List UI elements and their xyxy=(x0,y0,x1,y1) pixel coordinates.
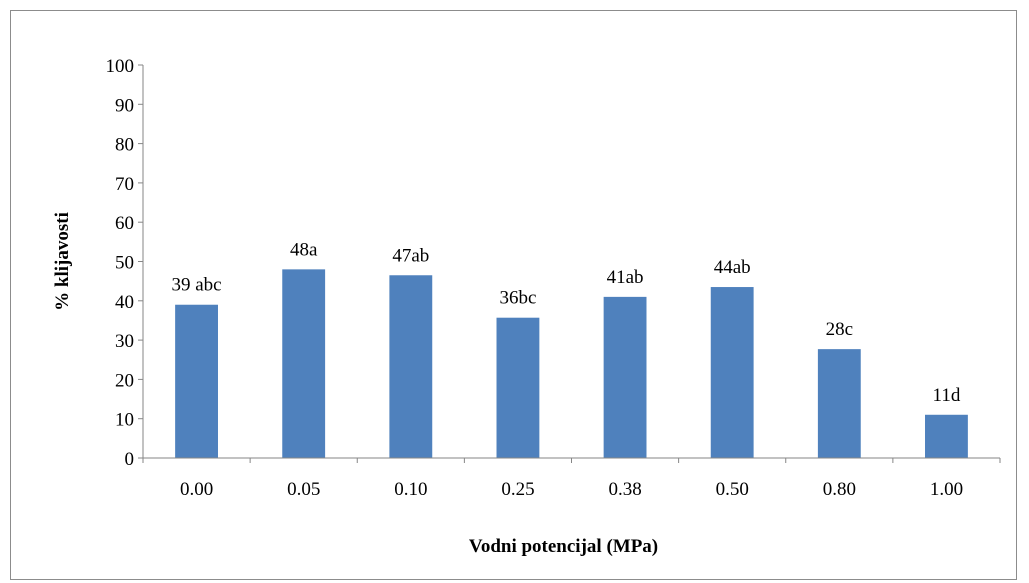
data-label: 39 abc xyxy=(172,275,222,296)
data-label: 47ab xyxy=(392,245,429,266)
data-label: 41ab xyxy=(607,267,644,288)
y-tick-label: 40 xyxy=(115,292,134,313)
x-tick-label: 0.00 xyxy=(180,479,213,500)
bar xyxy=(603,296,647,458)
y-tick-label: 60 xyxy=(115,213,134,234)
bar xyxy=(710,287,754,458)
data-labels: 39 abc 48a 47ab 36bc 41ab 44ab 28c 11d xyxy=(172,239,961,405)
x-axis-ticks: 0.00 0.05 0.10 0.25 0.38 0.50 0.80 1.00 xyxy=(142,458,1001,500)
bars xyxy=(175,269,968,458)
x-tick-label: 0.25 xyxy=(501,479,534,500)
data-label: 48a xyxy=(290,239,318,260)
y-tick-label: 100 xyxy=(106,56,135,77)
y-tick-label: 0 xyxy=(125,449,135,470)
x-tick-label: 0.38 xyxy=(608,479,641,500)
y-tick-label: 10 xyxy=(115,410,134,431)
y-tick-label: 70 xyxy=(115,174,134,195)
data-label: 44ab xyxy=(714,257,751,278)
bar xyxy=(175,304,218,458)
y-axis-ticks: 0 10 20 30 40 50 60 70 80 90 100 xyxy=(106,56,143,470)
x-axis-title: Vodni potencijal (MPa) xyxy=(469,536,658,557)
chart-frame xyxy=(10,10,1017,580)
y-tick-label: 50 xyxy=(115,253,134,274)
bar xyxy=(282,269,326,458)
y-axis-title: % klijavosti xyxy=(52,212,73,311)
data-label: 11d xyxy=(933,385,961,406)
x-tick-label: 0.10 xyxy=(394,479,427,500)
bar xyxy=(496,317,540,458)
y-tick-label: 90 xyxy=(115,95,134,116)
data-label: 36bc xyxy=(499,288,536,309)
x-tick-label: 0.50 xyxy=(716,479,749,500)
x-tick-label: 0.05 xyxy=(287,479,320,500)
y-tick-label: 80 xyxy=(115,135,134,156)
x-tick-label: 0.80 xyxy=(823,479,856,500)
y-tick-label: 20 xyxy=(115,370,134,391)
data-label: 28c xyxy=(826,319,853,340)
y-tick-label: 30 xyxy=(115,331,134,352)
bar xyxy=(817,349,861,458)
bar xyxy=(925,414,968,458)
bar xyxy=(389,275,433,458)
x-tick-label: 1.00 xyxy=(930,479,963,500)
